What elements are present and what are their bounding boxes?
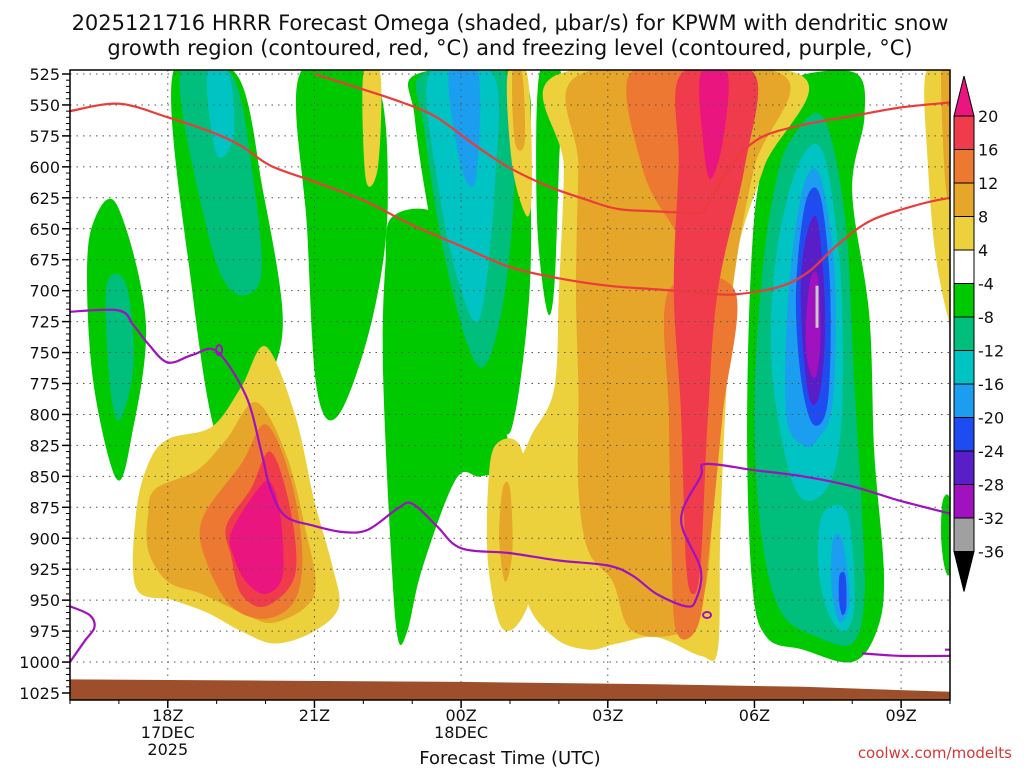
x-tick-date: 18DEC [434, 723, 488, 742]
y-tick-label: 650 [29, 220, 60, 239]
freezing-level-ring [215, 344, 224, 357]
snow-growth-contour [70, 102, 950, 296]
y-tick-label: 1000 [19, 653, 60, 672]
freezing-level-ring [702, 611, 713, 620]
omega-region [699, 70, 729, 180]
snow-growth-contour [314, 72, 950, 214]
x-tick-label: 00Z [445, 706, 476, 725]
y-tick-label: 775 [29, 375, 60, 394]
y-tick-label: 575 [29, 127, 60, 146]
omega-region [229, 480, 284, 595]
y-tick-label: 700 [29, 282, 60, 301]
x-axis-label: Forecast Time (UTC) [419, 748, 600, 768]
y-tick-label: 850 [29, 467, 60, 486]
colorbar-label: 4 [978, 241, 988, 260]
y-tick-label: 525 [29, 65, 60, 84]
y-tick-label: 975 [29, 622, 60, 641]
terrain-surface [70, 679, 950, 700]
colorbar-label: -4 [978, 275, 994, 294]
y-tick-label: 750 [29, 344, 60, 363]
y-tick-label: 550 [29, 96, 60, 115]
colorbar-band [953, 216, 975, 251]
colorbar-label: -16 [978, 375, 1004, 394]
colorbar-band [953, 417, 975, 452]
watermark: coolwx.com/modelts [858, 744, 1012, 762]
y-tick-label: 950 [29, 591, 60, 610]
colorbar-band [953, 283, 975, 318]
colorbar-bottom-arrow [953, 551, 975, 592]
colorbar-band [953, 484, 975, 519]
omega-region [941, 494, 950, 576]
y-tick-label: 725 [29, 313, 60, 332]
colorbar-label: -20 [978, 409, 1004, 428]
colorbar-label: -36 [978, 543, 1004, 562]
y-tick-label: 825 [29, 436, 60, 455]
y-tick-label: 800 [29, 405, 60, 424]
x-tick-year: 2025 [147, 740, 188, 759]
colorbar-band [953, 517, 975, 552]
colorbar-label: 16 [978, 141, 998, 160]
colorbar-band [953, 249, 975, 284]
colorbar-top-arrow [953, 75, 975, 117]
x-tick-date: 17DEC [141, 723, 195, 742]
colorbar-band [953, 450, 975, 485]
omega-region [512, 70, 526, 151]
chart-title-line1: 2025121716 HRRR Forecast Omega (shaded, … [72, 11, 949, 35]
colorbar-label: -8 [978, 308, 994, 327]
y-tick-label: 675 [29, 251, 60, 270]
freezing-level-contour [70, 605, 96, 663]
terrain [70, 652, 951, 700]
omega-region [838, 571, 847, 616]
colorbar-label: -24 [978, 442, 1004, 461]
freezing-level-contour [70, 308, 950, 608]
colorbar-band [953, 316, 975, 351]
y-tick-label: 1025 [19, 684, 60, 703]
x-tick-label: 06Z [739, 706, 770, 725]
colorbar-band [953, 182, 975, 217]
colorbar-band [953, 383, 975, 418]
omega-region [362, 70, 382, 187]
grid-lines [70, 70, 950, 700]
colorbar-label: 12 [978, 174, 998, 193]
freezing-level-contour [861, 652, 951, 658]
contour-lines [70, 72, 950, 663]
x-tick-label: 21Z [299, 706, 330, 725]
colorbar-label: -28 [978, 476, 1004, 495]
omega-region [426, 70, 500, 323]
colorbar-label: 20 [978, 107, 998, 126]
y-tick-label: 625 [29, 189, 60, 208]
y-tick-label: 925 [29, 560, 60, 579]
colorbar: 20 16 12 8 4 -4 -8 -12 -16 -20 -24 -28 -32 -36 [953, 75, 1004, 592]
colorbar-label: 8 [978, 208, 988, 227]
x-tick-label: 09Z [885, 706, 916, 725]
colorbar-label: -12 [978, 342, 1004, 361]
omega-region [179, 70, 262, 296]
omega-shading [86, 70, 950, 663]
omega-region [673, 70, 759, 594]
chart-title-line2: growth region (contoured, red, °C) and f… [107, 36, 912, 60]
colorbar-band [953, 115, 975, 150]
colorbar-band [953, 149, 975, 184]
omega-region [499, 481, 513, 582]
y-tick-label: 900 [29, 529, 60, 548]
colorbar-label: -32 [978, 509, 1004, 528]
y-tick-label: 875 [29, 498, 60, 517]
colorbar-band [953, 350, 975, 385]
y-axis: 525 550 575 600 625 650 675 700 725 750 775 800 825 8… [19, 65, 70, 703]
y-tick-label: 600 [29, 158, 60, 177]
x-tick-label: 18Z [152, 706, 183, 725]
omega-region [448, 70, 481, 187]
x-tick-label: 03Z [592, 706, 623, 725]
